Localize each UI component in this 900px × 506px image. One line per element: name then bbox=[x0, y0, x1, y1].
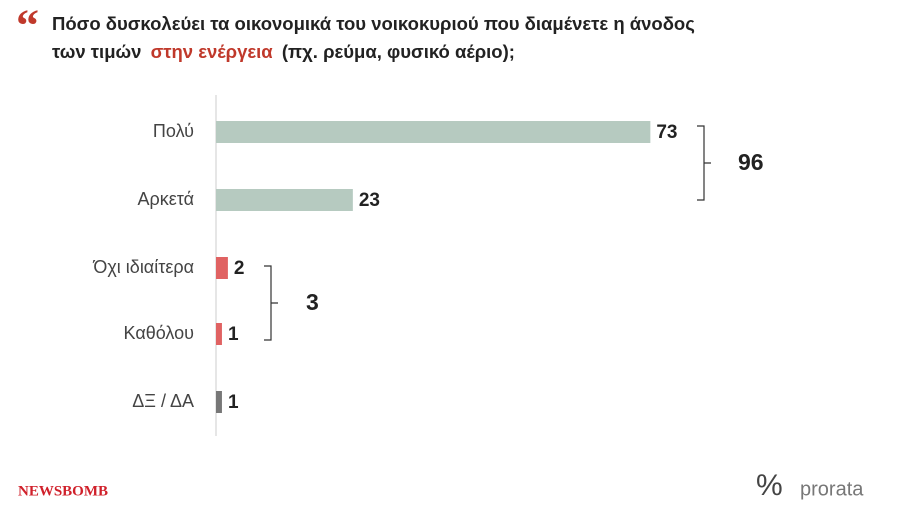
chart-title: Πόσο δυσκολεύει τα οικονομικά του νοικοκ… bbox=[52, 13, 695, 34]
chart-title: των τιμών στην ενέργεια (πχ. ρεύμα, φυσι… bbox=[52, 41, 515, 62]
category-label: Πολύ bbox=[153, 121, 194, 141]
title-part: (πχ. ρεύμα, φυσικό αέριο); bbox=[282, 41, 515, 62]
bracket bbox=[264, 265, 278, 341]
value-label: 1 bbox=[228, 392, 239, 413]
value-label: 23 bbox=[359, 190, 380, 211]
logo-symbol: % bbox=[756, 469, 783, 502]
value-label: 2 bbox=[234, 258, 245, 279]
quote-mark: “ bbox=[16, 0, 39, 51]
category-label: ΔΞ / ΔΑ bbox=[132, 391, 194, 411]
bar bbox=[216, 257, 228, 279]
bar bbox=[216, 121, 651, 143]
logo: prorata bbox=[800, 478, 864, 500]
bracket bbox=[697, 125, 711, 201]
title-highlight: στην ενέργεια bbox=[151, 41, 274, 62]
category-label: Καθόλου bbox=[124, 323, 194, 343]
value-label: 1 bbox=[228, 324, 239, 345]
bar bbox=[216, 323, 222, 345]
category-label: Όχι ιδιαίτερα bbox=[92, 257, 194, 277]
bar bbox=[216, 391, 222, 413]
title-part: των τιμών bbox=[52, 41, 141, 62]
group-total: 3 bbox=[306, 289, 319, 315]
category-label: Αρκετά bbox=[137, 189, 194, 209]
logo: NEWSBOMB bbox=[18, 483, 108, 499]
value-label: 73 bbox=[656, 122, 677, 143]
bar bbox=[216, 189, 353, 211]
group-total: 96 bbox=[738, 149, 764, 175]
